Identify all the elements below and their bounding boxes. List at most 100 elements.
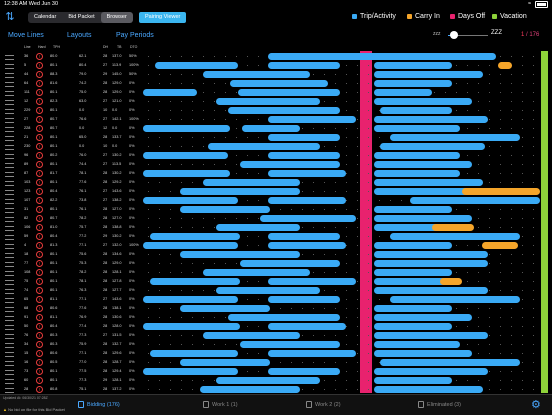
alert-icon[interactable]: ! bbox=[36, 251, 43, 258]
trip-bar[interactable] bbox=[374, 206, 452, 213]
table-row[interactable]: 36! 80.0 62.1 28 137.0 50% bbox=[0, 52, 552, 61]
trip-bar[interactable] bbox=[150, 350, 238, 357]
trip-bar[interactable] bbox=[180, 305, 270, 312]
drag-handle-icon[interactable] bbox=[5, 55, 14, 60]
trip-bar[interactable] bbox=[268, 323, 346, 330]
alert-icon[interactable]: ! bbox=[36, 62, 43, 69]
alert-icon[interactable]: ! bbox=[36, 224, 43, 231]
carry-in-bar[interactable] bbox=[498, 62, 512, 69]
trip-bar[interactable] bbox=[374, 161, 472, 168]
table-row[interactable]: 229! 80.1 0.0 10 0.0 0% bbox=[0, 106, 552, 115]
table-row[interactable]: 5! 80.1 80.4 27 113.9 100% bbox=[0, 61, 552, 70]
drag-handle-icon[interactable] bbox=[5, 280, 14, 285]
pairing-viewer-button[interactable]: Pairing Viewer bbox=[139, 12, 187, 23]
drag-handle-icon[interactable] bbox=[5, 145, 14, 150]
alert-icon[interactable]: ! bbox=[36, 53, 43, 60]
alert-icon[interactable]: ! bbox=[36, 152, 43, 159]
trip-bar[interactable] bbox=[374, 215, 472, 222]
trip-bar[interactable] bbox=[268, 53, 496, 60]
drag-handle-icon[interactable] bbox=[5, 127, 14, 132]
trip-bar[interactable] bbox=[155, 62, 238, 69]
alert-icon[interactable]: ! bbox=[36, 125, 43, 132]
tab-work-2[interactable]: Work 2 (2) bbox=[306, 401, 341, 408]
zoom-slider[interactable] bbox=[448, 31, 488, 39]
trip-bar[interactable] bbox=[374, 287, 488, 294]
trip-bar[interactable] bbox=[374, 179, 483, 186]
trip-bar[interactable] bbox=[380, 359, 520, 366]
trip-bar[interactable] bbox=[390, 134, 520, 141]
drag-handle-icon[interactable] bbox=[5, 334, 14, 339]
alert-icon[interactable]: ! bbox=[36, 332, 43, 339]
alert-icon[interactable]: ! bbox=[36, 278, 43, 285]
trip-bar[interactable] bbox=[380, 107, 452, 114]
trip-bar[interactable] bbox=[143, 242, 238, 249]
drag-handle-icon[interactable] bbox=[5, 82, 14, 87]
trip-bar[interactable] bbox=[143, 170, 230, 177]
zoom-slider-knob[interactable] bbox=[450, 31, 458, 39]
trip-bar[interactable] bbox=[390, 233, 520, 240]
trip-bar[interactable] bbox=[143, 197, 238, 204]
drag-handle-icon[interactable] bbox=[5, 388, 14, 393]
table-row[interactable]: 111! 80.1 75.0 28 129.0 0% bbox=[0, 88, 552, 97]
trip-bar[interactable] bbox=[203, 71, 310, 78]
table-row[interactable]: 108! 80.1 78.2 28 128.1 0% bbox=[0, 268, 552, 277]
trip-bar[interactable] bbox=[143, 125, 230, 132]
alert-icon[interactable]: ! bbox=[36, 134, 43, 141]
drag-handle-icon[interactable] bbox=[5, 154, 14, 159]
trip-bar[interactable] bbox=[268, 62, 340, 69]
trip-bar[interactable] bbox=[268, 368, 340, 375]
alert-icon[interactable]: ! bbox=[36, 143, 43, 150]
table-row[interactable]: 74! 80.1 76.3 28 127.7 0% bbox=[0, 286, 552, 295]
alert-icon[interactable]: ! bbox=[36, 179, 43, 186]
trip-bar[interactable] bbox=[374, 152, 460, 159]
tab-bidding[interactable]: Bidding (176) bbox=[78, 401, 120, 408]
drag-handle-icon[interactable] bbox=[5, 91, 14, 96]
alert-icon[interactable]: ! bbox=[36, 206, 43, 213]
table-row[interactable]: 77! 80.1 75.3 28 129.0 0% bbox=[0, 259, 552, 268]
alert-icon[interactable]: ! bbox=[36, 269, 43, 276]
table-row[interactable]: 106! 81.0 75.7 28 138.8 0% bbox=[0, 223, 552, 232]
trip-bar[interactable] bbox=[374, 188, 488, 195]
trip-bar[interactable] bbox=[208, 143, 320, 150]
alert-icon[interactable]: ! bbox=[36, 368, 43, 375]
drag-handle-icon[interactable] bbox=[5, 199, 14, 204]
trip-bar[interactable] bbox=[268, 197, 346, 204]
trip-bar[interactable] bbox=[374, 71, 483, 78]
alert-icon[interactable]: ! bbox=[36, 188, 43, 195]
table-row[interactable]: 59! 80.4 77.2 29 130.2 0% bbox=[0, 232, 552, 241]
trip-bar[interactable] bbox=[238, 89, 340, 96]
trip-bar[interactable] bbox=[180, 206, 270, 213]
trip-bar[interactable] bbox=[240, 260, 340, 267]
trip-bar[interactable] bbox=[150, 233, 240, 240]
trip-bar[interactable] bbox=[203, 332, 300, 339]
trip-bar[interactable] bbox=[374, 125, 460, 132]
alert-icon[interactable]: ! bbox=[36, 98, 43, 105]
trip-bar[interactable] bbox=[143, 89, 197, 96]
alert-icon[interactable]: ! bbox=[36, 359, 43, 366]
alert-icon[interactable]: ! bbox=[36, 377, 43, 384]
drag-handle-icon[interactable] bbox=[5, 379, 14, 384]
trip-bar[interactable] bbox=[216, 224, 300, 231]
trip-bar[interactable] bbox=[216, 98, 320, 105]
trip-bar[interactable] bbox=[260, 215, 356, 222]
alert-icon[interactable]: ! bbox=[36, 197, 43, 204]
drag-handle-icon[interactable] bbox=[5, 253, 14, 258]
table-row[interactable]: 4! 81.3 77.1 27 132.0 100% bbox=[0, 241, 552, 250]
drag-handle-icon[interactable] bbox=[5, 370, 14, 375]
drag-handle-icon[interactable] bbox=[5, 73, 14, 78]
alert-icon[interactable]: ! bbox=[36, 89, 43, 96]
drag-handle-icon[interactable] bbox=[5, 100, 14, 105]
table-row[interactable]: 60! 80.1 77.3 29 128.1 0% bbox=[0, 376, 552, 385]
drag-handle-icon[interactable] bbox=[5, 235, 14, 240]
trip-bar[interactable] bbox=[268, 152, 340, 159]
trip-bar[interactable] bbox=[410, 197, 540, 204]
drag-handle-icon[interactable] bbox=[5, 109, 14, 114]
trip-bar[interactable] bbox=[240, 161, 340, 168]
alert-icon[interactable]: ! bbox=[36, 107, 43, 114]
sort-icon[interactable]: ⇅ bbox=[5, 11, 15, 23]
trip-bar[interactable] bbox=[374, 350, 472, 357]
alert-icon[interactable]: ! bbox=[36, 314, 43, 321]
trip-bar[interactable] bbox=[268, 116, 356, 123]
trip-bar[interactable] bbox=[228, 314, 340, 321]
alert-icon[interactable]: ! bbox=[36, 296, 43, 303]
